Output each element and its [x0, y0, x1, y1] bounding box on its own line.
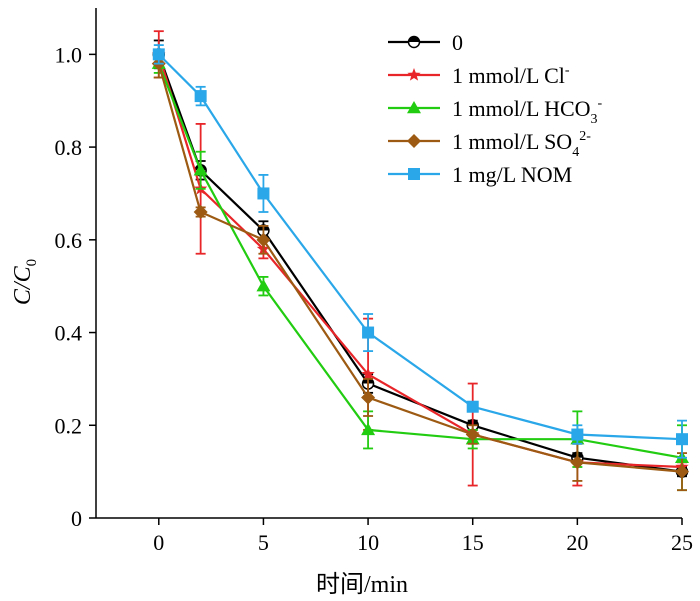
series-line [157, 63, 683, 459]
legend-item-4: 1 mg/L NOM [388, 162, 572, 187]
data-point [361, 390, 376, 405]
data-point [675, 464, 689, 479]
data-point [257, 187, 270, 200]
data-point [194, 90, 207, 103]
data-point [362, 326, 375, 339]
x-axis-label: 时间/min [316, 571, 408, 598]
series-layer [151, 30, 689, 492]
legend-label-main: 1 mmol/L SO [452, 129, 572, 154]
y-tick-label: 1.0 [55, 42, 83, 67]
y-tick-label: 0 [71, 506, 82, 531]
series-line [157, 54, 683, 469]
legend: 01 mmol/L Cl-1 mmol/L HCO3-1 mmol/L SO42… [388, 30, 603, 187]
data-point [361, 422, 376, 436]
data-point [256, 279, 271, 292]
data-point [466, 400, 479, 413]
y-tick-label: 0.8 [55, 135, 83, 160]
series-4 [152, 44, 688, 459]
y-axis-label-sub: 0 [24, 259, 40, 267]
legend-item-1: 1 mmol/L Cl- [388, 63, 570, 88]
series-line [158, 53, 683, 441]
legend-label: 0 [452, 30, 463, 55]
data-point [361, 367, 375, 380]
legend-item-3: 1 mmol/L SO42- [388, 129, 591, 160]
legend-label-sup: 2- [579, 129, 591, 144]
legend-marker [408, 168, 420, 180]
legend-marker [407, 134, 421, 148]
series-line [157, 54, 683, 473]
legend-label-main: 1 mmol/L Cl [452, 63, 565, 88]
series-0 [152, 39, 689, 478]
legend-marker-fill [408, 36, 420, 42]
data-point [570, 455, 585, 470]
legend-label: 1 mg/L NOM [452, 162, 572, 187]
legend-label-main: 1 mmol/L HCO [452, 96, 591, 121]
x-tick-label: 20 [566, 530, 588, 555]
x-tick-label: 15 [462, 530, 484, 555]
legend-item-2: 1 mmol/L HCO3- [388, 96, 603, 127]
legend-label-main: 0 [452, 30, 463, 55]
data-point [465, 427, 480, 442]
series-1 [152, 30, 689, 487]
x-tick-label: 10 [357, 530, 379, 555]
x-tick-label: 5 [258, 530, 269, 555]
x-tick-label: 0 [153, 530, 164, 555]
x-tick-label: 25 [671, 530, 693, 555]
legend-label: 1 mmol/L SO42- [452, 129, 591, 160]
y-tick-label: 0.4 [55, 321, 83, 346]
legend-label: 1 mmol/L Cl- [452, 63, 570, 88]
y-axis-label: C/C0 [10, 259, 40, 305]
legend-label-sub: 4 [572, 145, 579, 160]
legend-label-sub: 3 [591, 112, 598, 127]
data-point [193, 163, 208, 176]
legend-label-sup: - [565, 63, 570, 78]
legend-marker [407, 68, 421, 81]
y-tick-label: 0.6 [55, 228, 83, 253]
legend-label-main: 1 mg/L NOM [452, 162, 572, 187]
y-tick-label: 0.2 [55, 413, 83, 438]
data-point [571, 428, 584, 441]
data-point [676, 433, 688, 446]
data-point [152, 48, 165, 61]
legend-marker [407, 101, 421, 114]
data-point [256, 232, 271, 247]
legend-label-sup: - [598, 96, 603, 111]
series-3 [151, 48, 689, 492]
legend-label: 1 mmol/L HCO3- [452, 96, 603, 127]
data-point [193, 205, 208, 219]
axes: 0 5 10 15 20 25 0 0.2 0.4 0.6 0.8 1.0 [55, 8, 693, 555]
series-line [157, 63, 683, 473]
series-2 [151, 53, 689, 492]
y-axis-label-main: C/C [10, 265, 36, 305]
legend-item-0: 0 [388, 30, 463, 55]
